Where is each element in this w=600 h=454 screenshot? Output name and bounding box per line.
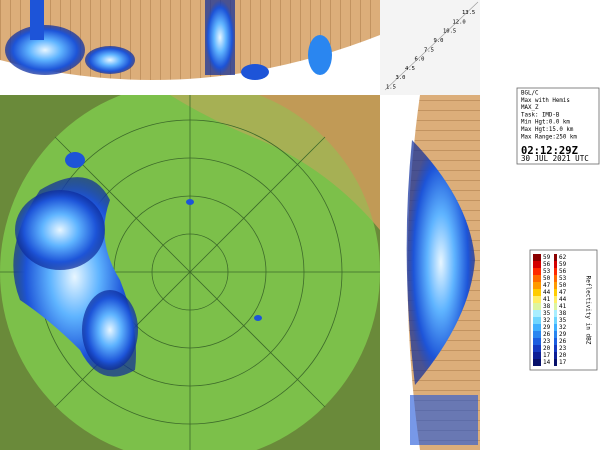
legend-swatch [554, 324, 557, 331]
height-label: 7.5 [424, 47, 434, 53]
legend-high: 20 [559, 352, 567, 359]
height-label: 1.5 [386, 85, 396, 91]
legend-swatch [533, 268, 541, 275]
legend-title: Reflectivity in dBZ [585, 276, 592, 345]
legend-swatch [554, 310, 557, 317]
legend-high: 59 [559, 261, 567, 268]
height-label: 10.5 [443, 29, 456, 35]
legend-low: 38 [543, 303, 551, 310]
height-label: 4.5 [405, 66, 415, 72]
legend-low: 41 [543, 296, 551, 303]
legend-swatch [533, 310, 541, 317]
legend-swatch [533, 275, 541, 282]
legend-high: 44 [559, 296, 567, 303]
height-label: 13.5 [462, 10, 475, 16]
legend-swatch [554, 289, 557, 296]
legend-high: 32 [559, 324, 567, 331]
legend-swatch [533, 331, 541, 338]
legend-swatch [533, 338, 541, 345]
legend-swatch [554, 331, 557, 338]
legend-low: 32 [543, 317, 551, 324]
legend-low: 53 [543, 268, 551, 275]
legend-low: 14 [543, 359, 551, 366]
legend-swatch [554, 359, 557, 366]
legend-low: 35 [543, 310, 551, 317]
legend-low: 59 [543, 254, 551, 261]
legend-swatch [533, 317, 541, 324]
info-line: Max Range:250 km [521, 134, 577, 140]
date: 30 JUL 2021 UTC [521, 154, 589, 163]
legend-high: 56 [559, 268, 567, 275]
legend-high: 23 [559, 345, 567, 352]
legend-high: 17 [559, 359, 567, 366]
legend-high: 35 [559, 317, 567, 324]
legend-high: 26 [559, 338, 567, 345]
legend-swatch [554, 352, 557, 359]
height-label: 6.0 [415, 57, 425, 63]
info-line: Max Hgt:15.0 km [521, 127, 574, 133]
info-line: MAX_Z [521, 105, 539, 111]
top-section-panel [0, 0, 380, 95]
legend-low: 56 [543, 261, 551, 268]
legend-swatch [533, 359, 541, 366]
legend-swatch [554, 338, 557, 345]
info-line: Task: IMD-B [521, 112, 560, 118]
height-label: 12.0 [453, 19, 466, 25]
legend-low: 44 [543, 289, 551, 296]
legend-swatch [533, 345, 541, 352]
legend-swatch [554, 254, 557, 261]
time: 02:12:29Z [521, 145, 578, 157]
legend-swatch [554, 275, 557, 282]
legend-high: 29 [559, 331, 567, 338]
legend-swatch [533, 254, 541, 261]
legend-swatch [554, 345, 557, 352]
radar-map [0, 95, 380, 450]
legend-high: 41 [559, 303, 567, 310]
legend-low: 47 [543, 282, 551, 289]
legend-swatch [554, 282, 557, 289]
info-line: BGL/C [521, 91, 539, 97]
legend-low: 20 [543, 345, 551, 352]
height-label: 3.0 [396, 75, 406, 81]
legend-high: 47 [559, 289, 567, 296]
side-section-panel [380, 95, 480, 450]
legend-swatch [554, 268, 557, 275]
legend-swatch [554, 261, 557, 268]
legend-swatch [533, 324, 541, 331]
height-label: 9.0 [434, 38, 444, 44]
legend-low: 50 [543, 275, 551, 282]
legend-low: 17 [543, 352, 551, 359]
legend-low: 29 [543, 324, 551, 331]
legend-low: 23 [543, 338, 551, 345]
legend-swatch [533, 261, 541, 268]
legend-high: 53 [559, 275, 567, 282]
info-line: Max with Hemis [521, 98, 570, 104]
legend-high: 38 [559, 310, 567, 317]
legend-swatch [533, 303, 541, 310]
legend-swatch [554, 303, 557, 310]
legend-high: 62 [559, 254, 567, 261]
legend-swatch [554, 296, 557, 303]
legend-swatch [533, 352, 541, 359]
legend-swatch [533, 282, 541, 289]
info-line: Min Hgt:0.0 km [521, 120, 570, 126]
legend-swatch [554, 317, 557, 324]
height-scale-panel: 1.53.0 4.56.0 7.59.0 10.5 12.0 13.5 [380, 0, 480, 95]
legend-low: 26 [543, 331, 551, 338]
legend-swatch [533, 296, 541, 303]
legend-swatch [533, 289, 541, 296]
legend-high: 50 [559, 282, 567, 289]
